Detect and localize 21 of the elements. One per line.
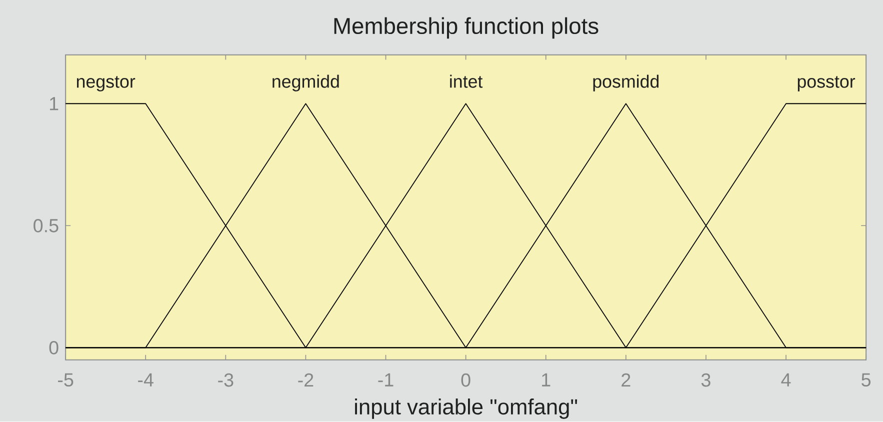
series-label: negstor (76, 76, 136, 92)
x-axis-title: input variable "omfang" (355, 398, 578, 420)
x-tick-label: 2 (622, 374, 630, 387)
series-label: posmidd (593, 74, 659, 92)
x-tick-label: -1 (378, 374, 394, 386)
x-tick-label: 1 (542, 374, 550, 386)
x-tick-label: 4 (781, 374, 791, 386)
x-tick-label: 3 (701, 374, 710, 387)
y-tick-label: 0 (49, 341, 58, 355)
series-label: intet (450, 74, 483, 88)
x-tick-label: 0 (461, 374, 470, 387)
series-label: negmidd (272, 74, 339, 92)
chart-title: Membership function plots (334, 17, 598, 39)
y-tick-label: 1 (50, 97, 58, 110)
x-tick-label: -2 (298, 374, 314, 387)
x-tick-label: -4 (138, 374, 154, 386)
y-tick-label: 0.5 (34, 219, 58, 232)
x-tick-label: -3 (218, 374, 234, 387)
x-tick-label: -5 (58, 374, 74, 387)
series-label: posstor (798, 76, 856, 92)
x-tick-label: 5 (862, 374, 871, 387)
